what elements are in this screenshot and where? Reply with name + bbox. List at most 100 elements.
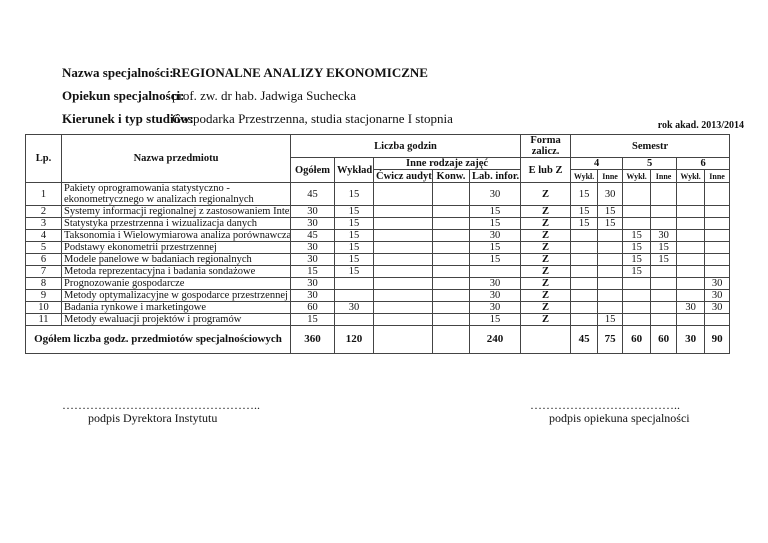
row-cell: 15 [334, 229, 374, 242]
row-lp: 4 [25, 229, 62, 242]
header-sem4-inne: Inne [597, 169, 624, 183]
row-lp: 10 [25, 301, 62, 314]
row-cell [650, 265, 678, 278]
row-cell: 30 [468, 182, 522, 206]
total-cell [520, 325, 572, 354]
row-cell [432, 241, 470, 254]
table-row: 3 Statystyka przestrzenna i wizualizacja … [25, 217, 731, 230]
total-cell: 30 [676, 325, 706, 354]
row-cell [432, 182, 470, 206]
row-lp: 5 [25, 241, 62, 254]
header-exercises: Ćwicz audyt [373, 169, 433, 183]
row-cell: 30 [597, 182, 624, 206]
row-cell [373, 277, 433, 290]
row-cell [622, 277, 652, 290]
header-other-types: Inne rodzaje zajęć [372, 157, 522, 170]
row-cell [373, 265, 433, 278]
header-sem6-inne: Inne [704, 169, 731, 183]
row-cell: Z [520, 253, 572, 266]
row-lp: 6 [25, 253, 62, 266]
field-label: Kierunek i typ studiów: [62, 111, 194, 126]
row-cell [704, 205, 731, 218]
total-label: Ogółem liczba godz. przedmiotów specjaln… [25, 325, 291, 354]
row-cell: Z [520, 289, 572, 302]
header-name: Nazwa przedmiotu [61, 134, 291, 183]
row-name: Badania rynkowe i marketingowe [61, 301, 291, 314]
row-cell [570, 313, 599, 326]
row-cell [597, 253, 624, 266]
header-lecture: Wykład [334, 157, 374, 183]
row-cell [468, 265, 522, 278]
total-cell: 120 [334, 325, 374, 354]
table-row: 4 Taksonomia i Wielowymiarowa analiza por… [25, 229, 731, 242]
row-cell: Z [520, 229, 572, 242]
row-cell [676, 205, 706, 218]
header-sem6-wykl: Wykł. [676, 169, 706, 183]
row-cell [676, 313, 706, 326]
row-cell [570, 241, 599, 254]
total-cell: 60 [650, 325, 678, 354]
row-cell: 30 [676, 301, 706, 314]
row-cell: 15 [334, 182, 374, 206]
table-row: 9 Metody optymalizacyjne w gospodarce prz… [25, 289, 731, 302]
row-lp: 11 [25, 313, 62, 326]
total-cell: 90 [704, 325, 731, 354]
row-name: Podstawy ekonometrii przestrzennej [61, 241, 291, 254]
row-lp: 3 [25, 217, 62, 230]
header-semester: Semestr [570, 134, 731, 158]
row-cell [432, 301, 470, 314]
row-cell [597, 241, 624, 254]
row-cell [676, 182, 706, 206]
row-cell: 15 [622, 229, 652, 242]
supervisor-value: prof. zw. dr hab. Jadwiga Suchecka [172, 88, 356, 103]
row-cell: 30 [704, 301, 731, 314]
row-cell [622, 205, 652, 218]
row-cell [432, 289, 470, 302]
row-name: Statystyka przestrzenna i wizualizacja d… [61, 217, 291, 230]
row-name: Taksonomia i Wielowymiarowa analiza poró… [61, 229, 291, 242]
row-cell [432, 277, 470, 290]
row-cell: 30 [468, 277, 522, 290]
row-cell [704, 217, 731, 230]
row-cell [597, 289, 624, 302]
row-cell [334, 277, 374, 290]
row-cell: 30 [334, 301, 374, 314]
row-cell [373, 313, 433, 326]
academic-year: rok akad. 2013/2014 [657, 120, 744, 131]
row-cell: 15 [334, 253, 374, 266]
row-cell [676, 217, 706, 230]
row-cell [432, 253, 470, 266]
header-form: Forma zalicz. [520, 134, 572, 158]
header-total: Ogółem [290, 157, 335, 183]
table-row: 6 Modele panelowe w badaniach regionalnyc… [25, 253, 731, 266]
row-cell [676, 241, 706, 254]
row-cell [570, 301, 599, 314]
table-row: 1 Pakiety oprogramowania statystyczno - e… [25, 182, 731, 206]
table-row: 7 Metoda reprezentacyjna i badania sondaż… [25, 265, 731, 278]
row-cell [373, 229, 433, 242]
row-cell [570, 229, 599, 242]
row-cell [676, 277, 706, 290]
table-row: 11 Metody ewaluacji projektów i programów… [25, 313, 731, 326]
row-cell: 30 [290, 217, 335, 230]
row-cell [622, 301, 652, 314]
header-hours: Liczba godzin [289, 134, 522, 158]
row-cell [704, 182, 731, 206]
header-lab: Lab. infor. [468, 169, 522, 183]
row-cell: 15 [597, 217, 624, 230]
signature-line-supervisor: ……………………………….. [530, 398, 680, 412]
header-sem5-wykl: Wykł. [622, 169, 652, 183]
row-name: Metody optymalizacyjne w gospodarce prze… [61, 289, 291, 302]
row-cell [373, 253, 433, 266]
row-cell [373, 241, 433, 254]
row-cell [432, 217, 470, 230]
row-cell [432, 313, 470, 326]
row-cell: 15 [650, 241, 678, 254]
row-lp: 1 [25, 182, 62, 206]
row-cell: Z [520, 205, 572, 218]
row-cell [432, 205, 470, 218]
signature-supervisor-caption: podpis opiekuna specjalności [549, 411, 690, 425]
courses-table: Lp. Nazwa przedmiotu Liczba godzin Forma… [25, 134, 731, 354]
row-cell [373, 182, 433, 206]
row-cell [334, 289, 374, 302]
